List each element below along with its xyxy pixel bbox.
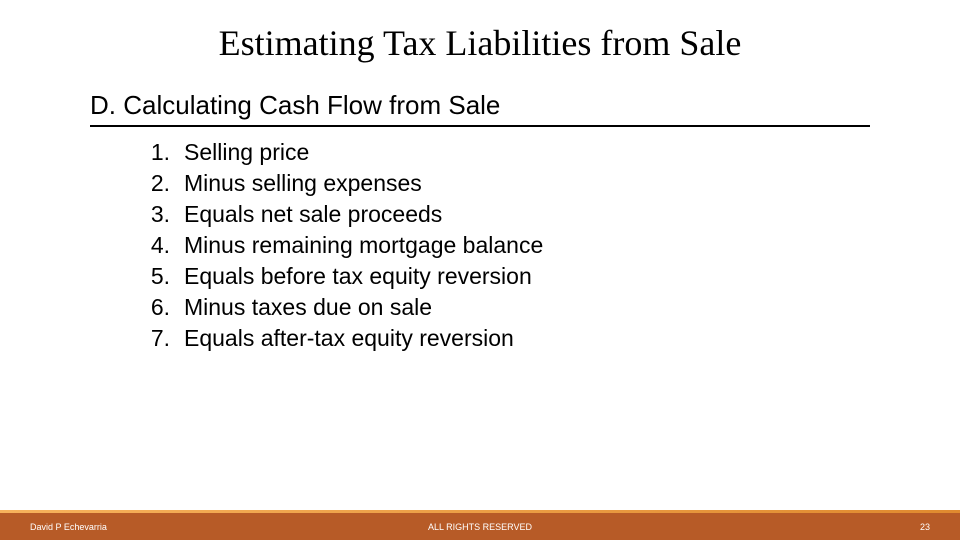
list-text: Selling price [184, 137, 309, 168]
section-heading: D. Calculating Cash Flow from Sale [90, 90, 870, 127]
list-number: 7. [140, 323, 170, 354]
slide: Estimating Tax Liabilities from Sale D. … [0, 0, 960, 540]
list-text: Equals before tax equity reversion [184, 261, 532, 292]
list-number: 3. [140, 199, 170, 230]
list-number: 1. [140, 137, 170, 168]
list-item: 6. Minus taxes due on sale [140, 292, 960, 323]
list-item: 1. Selling price [140, 137, 960, 168]
footer: David P Echevarria ALL RIGHTS RESERVED 2… [0, 510, 960, 540]
list-text: Equals net sale proceeds [184, 199, 442, 230]
list-number: 6. [140, 292, 170, 323]
footer-rights: ALL RIGHTS RESERVED [330, 522, 630, 532]
list-number: 2. [140, 168, 170, 199]
list-number: 4. [140, 230, 170, 261]
list-text: Minus taxes due on sale [184, 292, 432, 323]
list-text: Minus remaining mortgage balance [184, 230, 543, 261]
footer-page-number: 23 [630, 522, 930, 532]
footer-author: David P Echevarria [30, 522, 330, 532]
list-item: 7. Equals after-tax equity reversion [140, 323, 960, 354]
list-item: 4. Minus remaining mortgage balance [140, 230, 960, 261]
ordered-list: 1. Selling price 2. Minus selling expens… [140, 137, 960, 354]
section-letter: D. [90, 90, 116, 120]
list-item: 3. Equals net sale proceeds [140, 199, 960, 230]
footer-bar: David P Echevarria ALL RIGHTS RESERVED 2… [0, 513, 960, 540]
section-text: Calculating Cash Flow from Sale [123, 90, 500, 120]
list-item: 2. Minus selling expenses [140, 168, 960, 199]
list-number: 5. [140, 261, 170, 292]
slide-title: Estimating Tax Liabilities from Sale [0, 0, 960, 64]
list-item: 5. Equals before tax equity reversion [140, 261, 960, 292]
list-text: Minus selling expenses [184, 168, 422, 199]
list-text: Equals after-tax equity reversion [184, 323, 514, 354]
